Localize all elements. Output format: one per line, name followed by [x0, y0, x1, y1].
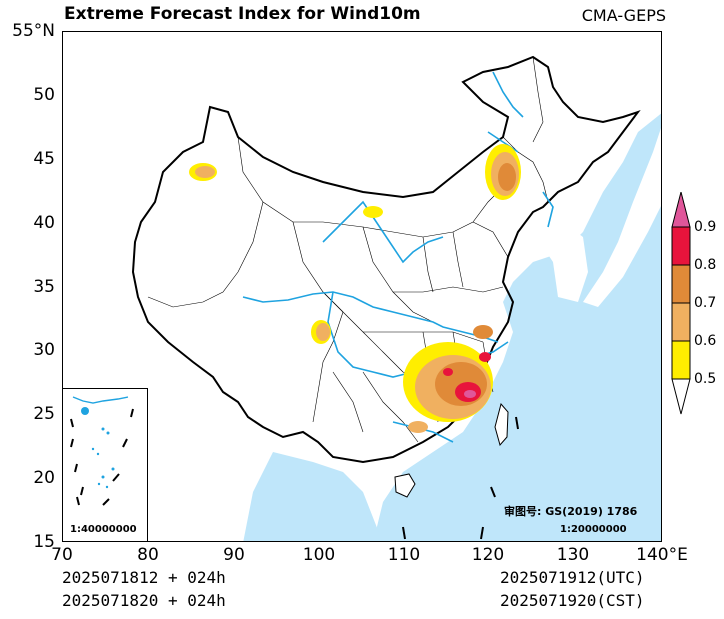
lat-tick-label: 35 [33, 277, 55, 297]
map-title: Extreme Forecast Index for Wind10m [64, 4, 421, 24]
colorbar-segment-0.9 [671, 192, 691, 228]
ocean-south [243, 452, 383, 541]
colorbar [671, 192, 691, 415]
lon-tick-label: 130 [556, 545, 590, 565]
lat-tick-label: 25 [33, 404, 55, 424]
model-source: CMA-GEPS [581, 6, 666, 25]
colorbar-segment-below [671, 378, 691, 415]
lon-tick-label: 80 [137, 545, 159, 565]
colorbar-label: 0.8 [694, 257, 717, 273]
country-border [131, 55, 641, 464]
dash-line [402, 416, 519, 540]
lat-tick-label: 30 [33, 340, 55, 360]
colorbar-label: 0.5 [694, 371, 717, 387]
lon-tick-label: 100 [302, 545, 336, 565]
colorbar-segment-0.6 [671, 302, 691, 342]
lat-tick-label: 20 [33, 468, 55, 488]
map-scale-label: 1:20000000 [560, 524, 627, 535]
init-time-utc: 2025071812 + 024h [62, 568, 226, 587]
lon-tick-label: 90 [223, 545, 245, 565]
colorbar-label: 0.9 [694, 219, 717, 235]
japan-landmass [583, 128, 661, 307]
inset-dashes [70, 408, 134, 506]
colorbar-segment-0.5 [671, 340, 691, 380]
inset-island [81, 407, 89, 415]
lat-tick-label: 50 [33, 85, 55, 105]
lat-tick-label: 55°N [12, 21, 55, 41]
efi-shading [189, 144, 521, 433]
lat-tick-label: 15 [33, 532, 55, 552]
korea-landmass [543, 222, 588, 302]
inset-canvas [63, 389, 147, 541]
ocean-east [373, 113, 661, 541]
valid-time-utc: 2025071912(UTC) [500, 568, 645, 587]
inset-scale-label: 1:40000000 [70, 524, 137, 535]
inset-islands [91, 427, 115, 489]
taiwan-island [494, 402, 509, 447]
inset-map [62, 388, 148, 542]
lon-tick-label: 120 [471, 545, 505, 565]
approval-number: 审图号: GS(2019) 1786 [504, 505, 638, 518]
lat-tick-label: 40 [33, 213, 55, 233]
colorbar-label: 0.6 [694, 333, 717, 349]
province-borders [147, 56, 549, 443]
init-time-cst: 2025071820 + 024h [62, 591, 226, 610]
lat-tick-label: 45 [33, 149, 55, 169]
colorbar-segment-0.7 [671, 264, 691, 304]
lon-tick-label: 70 [51, 545, 73, 565]
map-panel [62, 31, 662, 542]
map-canvas [131, 55, 661, 541]
colorbar-segment-0.8 [671, 226, 691, 266]
inset-coastline [72, 396, 129, 404]
hainan-island [394, 473, 416, 498]
colorbar-label: 0.7 [694, 295, 717, 311]
lon-tick-label: 140°E [636, 545, 688, 565]
valid-time-cst: 2025071920(CST) [500, 591, 645, 610]
lon-tick-label: 110 [387, 545, 421, 565]
